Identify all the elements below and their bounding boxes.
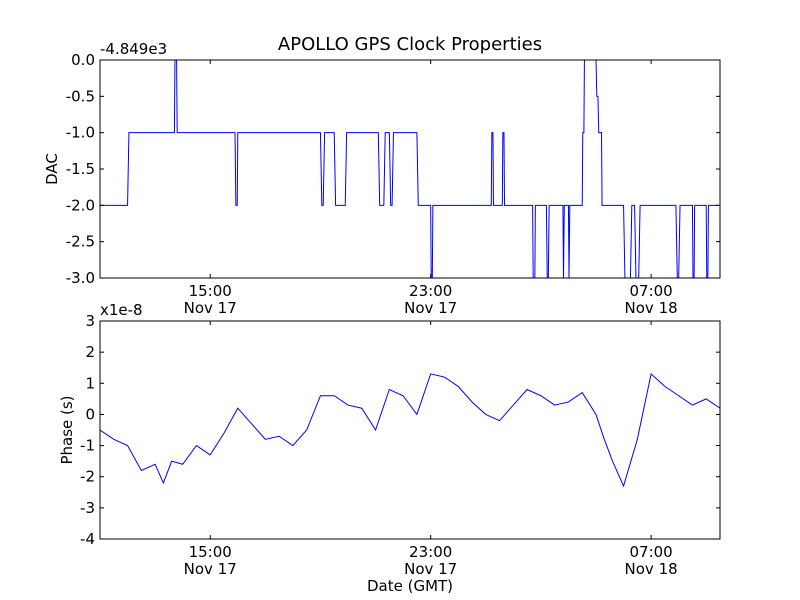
phase-y-tick-label: -3 <box>80 499 95 517</box>
phase-x-tick-time: 15:00 <box>189 543 232 561</box>
phase-y-tick-label: -4 <box>80 530 95 548</box>
dac-y-tick-label: 0.0 <box>71 51 95 69</box>
phase-x-tick-date: Nov 17 <box>184 560 237 578</box>
dac-y-tick-label: -2.5 <box>66 233 95 251</box>
dac-y-tick-label: -1.0 <box>66 124 95 142</box>
dac-y-tick-label: -3.0 <box>66 269 95 287</box>
phase-y-tick-label: 1 <box>85 374 95 392</box>
phase-x-tick-date: Nov 18 <box>625 560 678 578</box>
dac-x-tick-date: Nov 17 <box>404 299 457 317</box>
dac-y-axis-label: DAC <box>43 153 61 185</box>
phase-y-tick-label: -1 <box>80 437 95 455</box>
dac-y-tick-label: -2.0 <box>66 196 95 214</box>
dac-y-tick-label: -0.5 <box>66 87 95 105</box>
dac-offset-text: -4.849e3 <box>100 40 167 58</box>
dac-x-tick-date: Nov 18 <box>625 299 678 317</box>
chart-title: APOLLO GPS Clock Properties <box>278 34 542 55</box>
dac-series-line-0 <box>100 60 720 278</box>
dac-y-tick-label: -1.5 <box>66 160 95 178</box>
phase-x-tick-date: Nov 17 <box>404 560 457 578</box>
phase-x-tick-time: 23:00 <box>409 543 452 561</box>
dac-x-tick-time: 23:00 <box>409 282 452 300</box>
phase-axes-frame <box>99 320 721 540</box>
dac-x-tick-time: 15:00 <box>189 282 232 300</box>
phase-y-axis-label: Phase (s) <box>58 395 76 464</box>
phase-series-line-0 <box>100 372 720 488</box>
phase-y-tick-label: 2 <box>85 343 95 361</box>
dac-x-tick-time: 07:00 <box>629 282 672 300</box>
phase-y-tick-label: -2 <box>80 468 95 486</box>
dac-x-tick-date: Nov 17 <box>184 299 237 317</box>
phase-y-tick-label: 0 <box>85 405 95 423</box>
phase-offset-text: x1e-8 <box>100 301 143 319</box>
phase-x-tick-time: 07:00 <box>629 543 672 561</box>
phase-y-tick-label: 3 <box>85 312 95 330</box>
x-axis-label: Date (GMT) <box>367 577 453 595</box>
